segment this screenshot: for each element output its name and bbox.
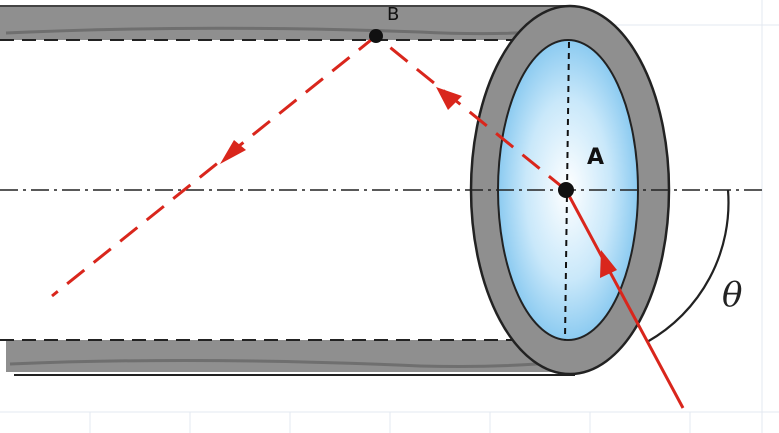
angle-arc xyxy=(646,189,730,343)
top-cladding-wall xyxy=(0,5,575,41)
point-b-label: B xyxy=(387,4,399,25)
refracted-ray-arrow-icon xyxy=(436,87,462,110)
bottom-cladding-wall xyxy=(0,339,575,376)
incident-ray-arrow-icon xyxy=(600,250,617,278)
reflected-ray xyxy=(51,34,377,298)
refracted-ray xyxy=(375,34,567,192)
end-face-diameter xyxy=(564,41,570,341)
point-b-dot xyxy=(369,29,383,43)
point-a-dot xyxy=(558,182,574,198)
light-path xyxy=(51,34,685,409)
incident-ray xyxy=(564,189,685,409)
angle-label: θ xyxy=(722,275,742,315)
reflected-ray-arrow-icon xyxy=(220,140,246,164)
point-a-label: A xyxy=(587,145,604,170)
